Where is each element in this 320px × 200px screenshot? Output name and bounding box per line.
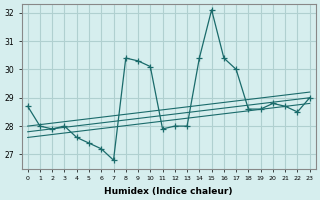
X-axis label: Humidex (Indice chaleur): Humidex (Indice chaleur) — [104, 187, 233, 196]
